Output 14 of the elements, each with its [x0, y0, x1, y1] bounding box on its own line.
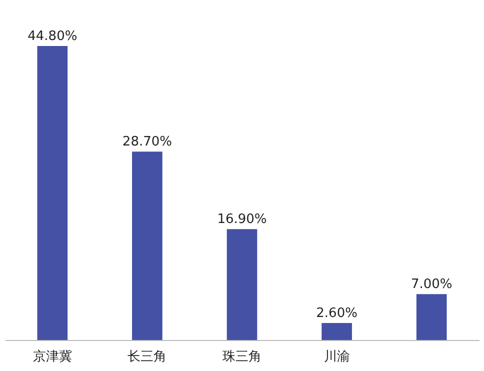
x-tick-label: 京津冀 — [32, 350, 72, 364]
data-label: 44.80% — [28, 29, 78, 44]
x-tick-label: 川渝 — [324, 350, 350, 364]
data-label: 7.00% — [410, 277, 452, 292]
x-tick-label: 长三角 — [128, 350, 167, 364]
data-label: 28.70% — [122, 134, 172, 150]
bar — [132, 152, 162, 340]
bar — [37, 46, 68, 340]
data-label: 16.90% — [217, 212, 267, 228]
data-label: 2.60% — [316, 306, 358, 321]
bar — [322, 322, 352, 340]
bar — [416, 294, 447, 340]
bar — [226, 229, 258, 340]
x-tick-label: 珠三角 — [222, 350, 262, 364]
